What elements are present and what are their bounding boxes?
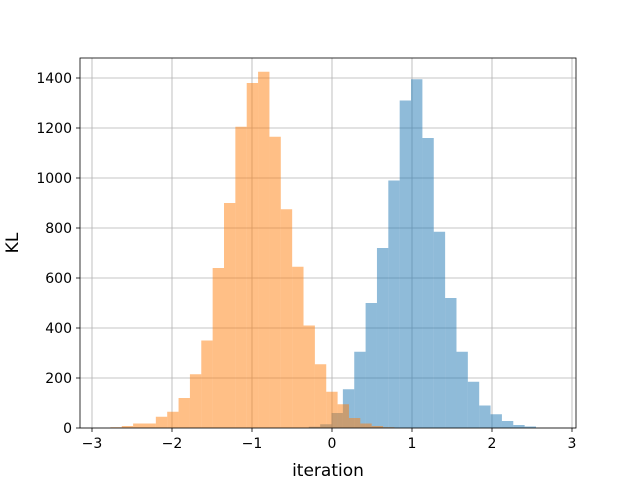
histogram-bar bbox=[133, 423, 145, 428]
y-axis-label: KL bbox=[3, 232, 23, 253]
histogram-bar bbox=[456, 351, 468, 428]
histogram-bar bbox=[269, 136, 281, 428]
histogram-bar bbox=[513, 425, 525, 428]
histogram-bar bbox=[433, 231, 446, 428]
y-tick-label: 0 bbox=[63, 421, 72, 437]
x-tick-label: 1 bbox=[408, 436, 417, 452]
y-tick-label: 600 bbox=[45, 271, 72, 287]
histogram-bar bbox=[292, 266, 304, 428]
histogram-bar bbox=[479, 405, 491, 428]
histogram-bar bbox=[246, 83, 259, 428]
histogram-bar bbox=[201, 340, 213, 428]
histogram-bar bbox=[314, 364, 327, 428]
histogram-bar bbox=[501, 421, 514, 428]
x-tick-label: −2 bbox=[162, 436, 183, 452]
histogram-bar bbox=[121, 426, 134, 428]
histogram-bar bbox=[178, 398, 190, 428]
histogram-bar bbox=[303, 325, 315, 428]
histogram-bar bbox=[354, 351, 366, 428]
x-tick-label: 3 bbox=[568, 436, 577, 452]
histogram-bar bbox=[144, 423, 156, 428]
histogram-bar bbox=[365, 303, 377, 428]
y-tick-label: 1400 bbox=[36, 71, 72, 87]
histogram-bar bbox=[388, 180, 400, 428]
histogram-bar bbox=[348, 418, 361, 428]
histogram-bar bbox=[371, 426, 384, 428]
histogram-bar bbox=[411, 79, 423, 428]
histogram-bar bbox=[524, 426, 536, 428]
x-tick-label: −3 bbox=[82, 436, 103, 452]
y-tick-label: 200 bbox=[45, 371, 72, 387]
histogram-bars bbox=[110, 71, 536, 428]
histogram-bar bbox=[224, 203, 236, 428]
histogram-bar bbox=[326, 391, 338, 428]
histogram-bar bbox=[337, 404, 349, 428]
x-tick-label: 2 bbox=[488, 436, 497, 452]
x-tick-label: −1 bbox=[242, 436, 263, 452]
histogram-bar bbox=[376, 248, 389, 428]
histogram-bar bbox=[235, 126, 247, 428]
axis-ticks: −3 −2 −1 0 1 2 3 0 200 400 600 800 1000 1200 1400 bbox=[36, 71, 576, 452]
histogram-bar bbox=[422, 138, 434, 428]
histogram-bar bbox=[155, 416, 168, 428]
y-tick-label: 400 bbox=[45, 321, 72, 337]
histogram-bar bbox=[467, 381, 480, 428]
plot-frame bbox=[79, 57, 577, 429]
histogram-bar bbox=[189, 374, 202, 428]
histogram-bar bbox=[280, 209, 293, 428]
y-tick-label: 1000 bbox=[36, 171, 72, 187]
histogram-bar bbox=[360, 423, 372, 428]
histogram-bar bbox=[399, 100, 412, 428]
histogram-bar bbox=[490, 414, 502, 428]
histogram-bar bbox=[445, 298, 457, 428]
x-axis-label: iteration bbox=[292, 461, 364, 480]
histogram-bar bbox=[258, 71, 270, 428]
plot-background bbox=[80, 58, 576, 428]
histogram-bar bbox=[212, 268, 224, 428]
y-tick-label: 1200 bbox=[36, 121, 72, 137]
y-tick-label: 800 bbox=[45, 221, 72, 237]
x-tick-label: 0 bbox=[328, 436, 337, 452]
histogram-bar bbox=[167, 411, 179, 428]
